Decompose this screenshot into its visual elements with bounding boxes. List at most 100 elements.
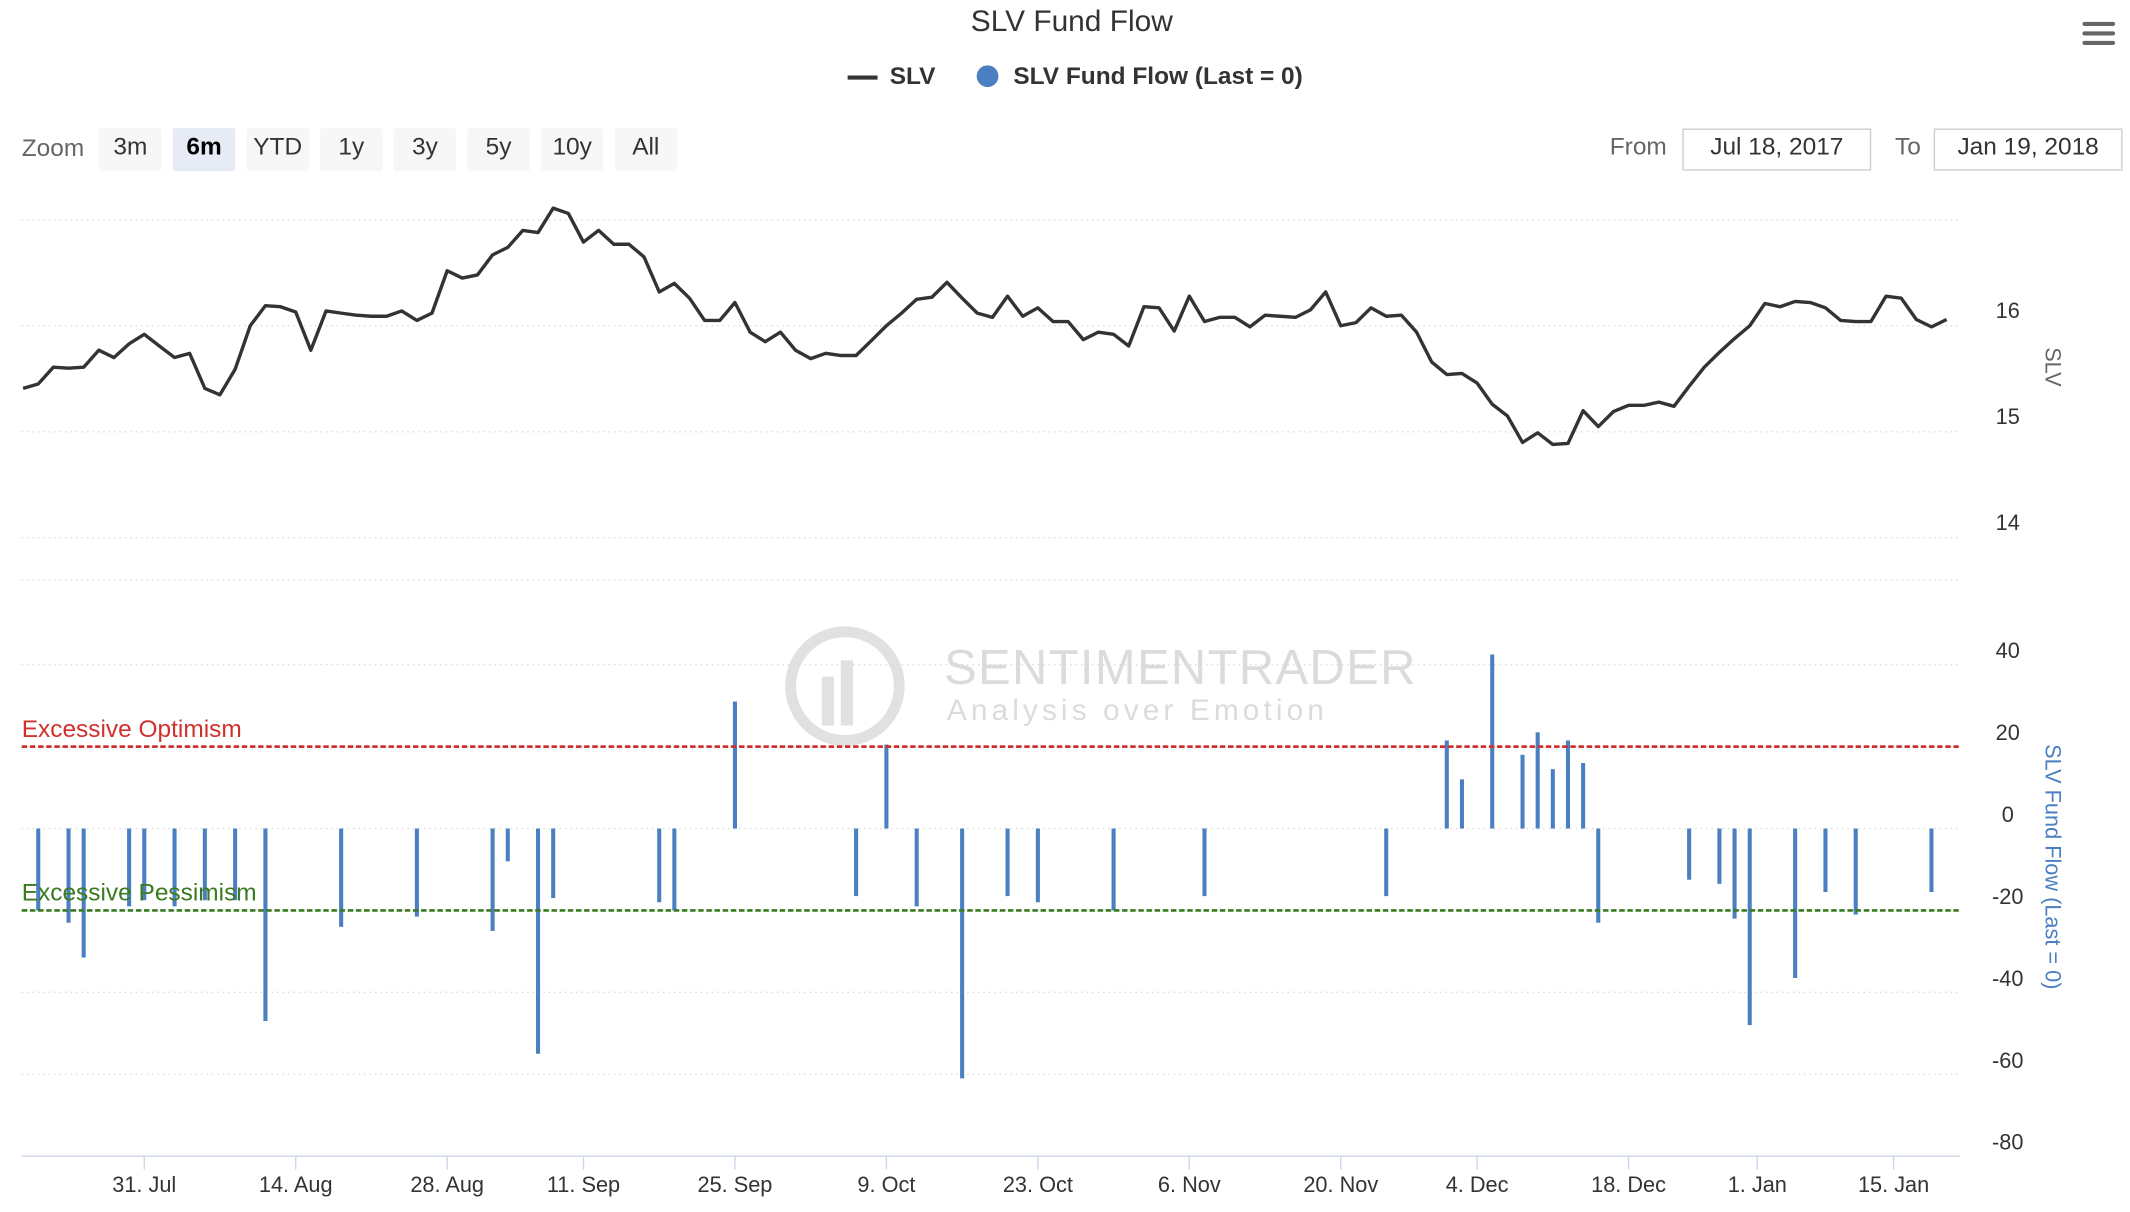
x-tick-label: 28. Aug (410, 1172, 484, 1197)
bar (1853, 828, 1858, 915)
bar (1035, 828, 1040, 903)
bar (732, 701, 737, 829)
bar (1202, 828, 1207, 897)
bar (66, 828, 71, 923)
legend-label[interactable]: SLV Fund Flow (Last = 0) (1013, 63, 1302, 90)
bar (551, 828, 556, 899)
watermark-icon (821, 676, 835, 726)
zoom-button-label[interactable]: 6m (186, 134, 221, 161)
range-to-input[interactable] (1933, 128, 2123, 171)
zoom-button[interactable] (540, 127, 604, 172)
range-to-value[interactable]: Jan 19, 2018 (1957, 134, 2098, 161)
bar (81, 828, 86, 958)
zoom-button-label[interactable]: 1y (338, 134, 365, 161)
bar (490, 828, 495, 931)
bar (1793, 828, 1798, 979)
y-axis-title: SLV (2040, 347, 2065, 387)
zoom-button-label[interactable]: 5y (486, 134, 513, 161)
bar (172, 828, 177, 907)
y2-tick-label: -40 (1992, 966, 2023, 991)
x-tick-label: 25. Sep (698, 1172, 773, 1197)
bar (339, 828, 344, 927)
range-from-value[interactable]: Jul 18, 2017 (1710, 134, 1843, 161)
menu-button[interactable] (2082, 21, 2116, 45)
legend-label[interactable]: SLV (890, 63, 936, 90)
bar (1747, 828, 1752, 1026)
bar (505, 828, 510, 862)
range-from-input[interactable] (1682, 128, 1872, 171)
x-tick-label: 11. Sep (547, 1172, 620, 1197)
y2-tick-label: -60 (1992, 1048, 2023, 1073)
zoom-button[interactable] (172, 127, 236, 172)
zoom-buttons: 3m 6m YTD 1y 3y 5y 10y All (99, 127, 678, 172)
legend-dot[interactable] (976, 65, 999, 88)
zoom-button-label[interactable]: All (632, 134, 659, 161)
bar (1687, 828, 1692, 880)
bar (1535, 732, 1540, 829)
menu-bar[interactable] (2082, 21, 2116, 26)
menu-bar[interactable] (2082, 40, 2116, 45)
bar (1550, 769, 1555, 829)
y2-tick-label: -20 (1992, 884, 2023, 909)
bar (854, 828, 859, 897)
bar (1459, 779, 1464, 829)
y-tick-label: 15 (1996, 404, 2020, 429)
bar (202, 828, 207, 901)
x-tick-label: 6. Nov (1158, 1172, 1221, 1197)
bar (1732, 828, 1737, 919)
x-tick-label: 15. Jan (1858, 1172, 1929, 1197)
range-from-label: From (1610, 134, 1667, 161)
threshold-label: Excessive Optimism (22, 716, 242, 743)
x-tick-label: 31. Jul (112, 1172, 176, 1197)
bar (1490, 654, 1495, 829)
y2-tick-label: 0 (2002, 802, 2014, 827)
zoom-button[interactable] (467, 127, 530, 172)
bar (142, 828, 147, 901)
y-tick-label: 14 (1996, 510, 2020, 535)
watermark-name: SENTIMENTRADER (944, 641, 1417, 695)
zoom-button[interactable] (246, 127, 309, 172)
bar (1565, 740, 1571, 829)
zoom-label: Zoom (22, 135, 84, 162)
watermark: SENTIMENTRADER Analysis over Emotion (785, 626, 1417, 746)
zoom-button-label[interactable]: YTD (253, 134, 302, 161)
y2-tick-label: 20 (1996, 720, 2020, 745)
x-tick-label: 20. Nov (1303, 1172, 1378, 1197)
x-tick-label: 18. Dec (1591, 1172, 1666, 1197)
threshold-label: Excessive Pessimism (22, 880, 257, 907)
x-tick-label: 4. Dec (1446, 1172, 1509, 1197)
watermark-tagline: Analysis over Emotion (947, 694, 1328, 727)
bar (1111, 828, 1116, 911)
watermark-icon (840, 660, 854, 726)
zoom-button-label[interactable]: 3m (113, 134, 147, 161)
bar (657, 828, 662, 903)
zoom-button[interactable] (99, 127, 162, 172)
bar (1581, 763, 1586, 829)
zoom-button[interactable] (393, 127, 457, 172)
x-tick-label: 1. Jan (1728, 1172, 1787, 1197)
zoom-button[interactable] (320, 127, 383, 172)
x-tick-label: 9. Oct (857, 1172, 915, 1197)
y-tick-label: 16 (1996, 298, 2020, 323)
zoom-button[interactable] (614, 127, 678, 172)
y2-tick-label: -80 (1992, 1130, 2023, 1155)
y2-axis-title: SLV Fund Flow (Last = 0) (2040, 744, 2065, 989)
bar (1520, 754, 1525, 829)
menu-bar[interactable] (2082, 31, 2116, 36)
legend: SLV SLV Fund Flow (Last = 0) (847, 63, 1303, 90)
zoom-button-label[interactable]: 3y (412, 134, 439, 161)
x-tick-label: 14. Aug (259, 1172, 333, 1197)
bar (127, 828, 132, 907)
chart-title: SLV Fund Flow (971, 5, 1173, 38)
bar (1717, 828, 1722, 884)
bar (1596, 828, 1601, 923)
bar (914, 828, 919, 907)
bar (36, 828, 41, 911)
zoom-button-label[interactable]: 10y (552, 134, 592, 161)
bar (233, 828, 238, 901)
bar (536, 828, 541, 1054)
bar (414, 828, 419, 917)
bar (960, 828, 965, 1079)
bar (1823, 828, 1828, 893)
